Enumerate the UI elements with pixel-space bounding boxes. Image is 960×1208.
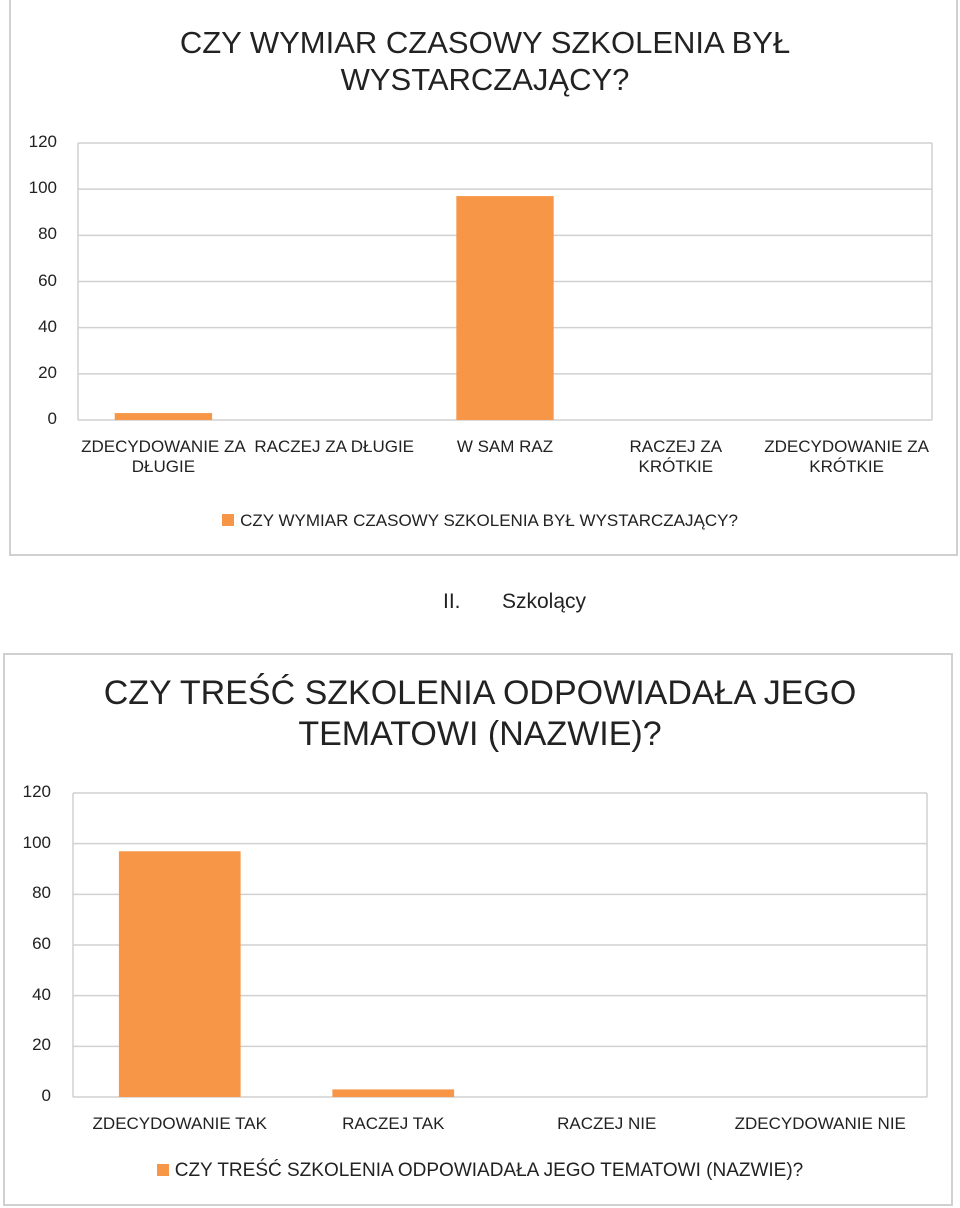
- x-tick-label: ZDECYDOWANIE ZA KRÓTKIE: [764, 437, 929, 477]
- x-tick-label: RACZEJ ZA KRÓTKIE: [629, 437, 723, 477]
- chart-title: CZY WYMIAR CZASOWY SZKOLENIA BYŁ WYSTARC…: [179, 25, 791, 98]
- legend-label: CZY WYMIAR CZASOWY SZKOLENIA BYŁ WYSTARC…: [240, 511, 738, 530]
- y-tick-label: 120: [28, 132, 57, 151]
- chart-title: CZY TREŚĆ SZKOLENIA ODPOWIADAŁA JEGO TEM…: [103, 674, 857, 753]
- y-tick-label: 100: [22, 832, 51, 852]
- x-tick-label: W SAM RAZ: [456, 437, 554, 456]
- bar: [114, 413, 213, 420]
- bar: [456, 196, 554, 420]
- chart-frame: [3, 653, 953, 1206]
- chart-frame: [9, 0, 958, 556]
- x-tick-label: ZDECYDOWANIE ZA DŁUGIE: [81, 437, 246, 477]
- y-tick-label: 80: [38, 224, 57, 244]
- y-tick-label: 20: [32, 1035, 51, 1055]
- x-tick-label: RACZEJ NIE: [557, 1114, 657, 1133]
- y-tick-label: 100: [28, 178, 57, 198]
- y-tick-label: 0: [41, 1086, 51, 1105]
- y-tick-label: 120: [22, 782, 51, 801]
- bar: [332, 1089, 455, 1097]
- x-tick-label: ZDECYDOWANIE NIE: [734, 1114, 906, 1133]
- y-tick-label: 40: [32, 984, 51, 1004]
- x-tick-label: ZDECYDOWANIE TAK: [92, 1114, 267, 1133]
- y-tick-label: 60: [32, 934, 51, 953]
- y-tick-label: 80: [32, 883, 51, 903]
- section-title: Szkolący: [502, 590, 587, 613]
- y-tick-label: 60: [38, 270, 57, 290]
- legend-entry: CZY WYMIAR CZASOWY SZKOLENIA BYŁ WYSTARC…: [0, 511, 960, 531]
- section-number: II.: [443, 590, 461, 613]
- y-tick-label: 20: [38, 362, 57, 382]
- bar: [118, 851, 241, 1097]
- legend-swatch: [222, 514, 235, 526]
- legend-entry: CZY TREŚĆ SZKOLENIA ODPOWIADAŁA JEGO TEM…: [0, 1160, 960, 1183]
- legend-label: CZY TREŚĆ SZKOLENIA ODPOWIADAŁA JEGO TEM…: [174, 1160, 804, 1181]
- y-tick-label: 0: [47, 409, 57, 428]
- x-tick-label: RACZEJ TAK: [342, 1114, 445, 1133]
- y-tick-label: 40: [38, 316, 57, 336]
- x-tick-label: RACZEJ ZA DŁUGIE: [254, 437, 414, 456]
- legend-swatch: [156, 1164, 169, 1176]
